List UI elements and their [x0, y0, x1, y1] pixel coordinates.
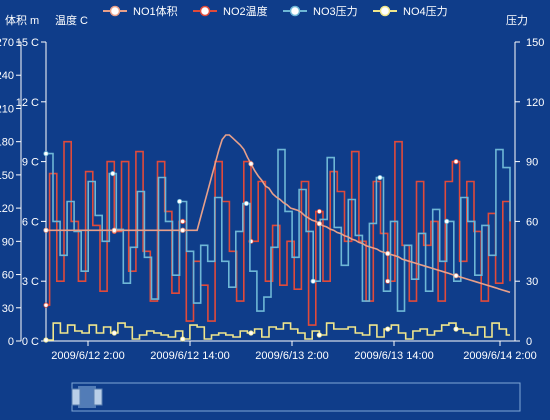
legend-swatch-marker [379, 5, 391, 17]
legend-label: NO2温度 [223, 4, 268, 18]
series-point-4 [453, 326, 459, 332]
series-point-3 [444, 218, 450, 224]
left-outer-tick-label: 150 [0, 170, 14, 182]
series-point-1 [111, 227, 117, 233]
left-outer-tick-label: 90 [2, 236, 14, 248]
series-point-4 [180, 336, 186, 342]
series-point-4 [316, 332, 322, 338]
series-point-2 [385, 278, 391, 284]
series-line-4 [46, 322, 510, 341]
left-inner-tick-label: 15 C [16, 37, 39, 49]
left-outer-tick-label: 120 [0, 203, 14, 215]
series-point-4 [43, 337, 49, 343]
left-outer-axis-title: 体积 m [5, 13, 39, 27]
x-tick-label: 2009/6/13 2:00 [255, 350, 328, 362]
left-inner-tick-label: 6 C [22, 216, 39, 228]
left-outer-tick-label: 30 [2, 303, 14, 315]
left-outer-tick-label: 210 [0, 103, 14, 115]
right-tick-label: 0 [526, 336, 532, 348]
left-inner-tick-label: 0 C [22, 336, 39, 348]
series-point-2 [180, 218, 186, 224]
legend-label: NO4压力 [403, 5, 448, 18]
series-point-4 [385, 326, 391, 332]
left-inner-tick-label: 12 C [16, 97, 39, 109]
zoom-slider-window [78, 386, 96, 408]
series-line-3 [46, 148, 511, 312]
legend-swatch-marker [199, 5, 211, 17]
x-tick-label: 2009/6/14 2:00 [463, 350, 536, 362]
series-point-1 [248, 161, 254, 167]
left-inner-axis-title: 温度 C [55, 13, 88, 27]
series-point-2 [316, 208, 322, 215]
x-tick-label: 2009/6/12 2:00 [51, 350, 124, 362]
legend-swatch-marker [109, 5, 121, 17]
series-point-3 [110, 170, 116, 177]
legend-swatch-marker [289, 5, 301, 17]
left-outer-tick-label: 180 [0, 137, 14, 149]
series-point-1 [316, 221, 322, 227]
right-tick-label: 150 [526, 37, 544, 49]
series-point-2 [453, 159, 459, 165]
right-tick-label: 120 [526, 97, 544, 109]
left-inner-tick-label: 9 C [22, 157, 39, 169]
series-layer [43, 134, 511, 343]
series-point-3 [176, 198, 183, 205]
series-point-1 [385, 250, 391, 257]
zoom-slider-left-handle [71, 388, 81, 406]
right-tick-label: 30 [526, 276, 538, 288]
legend[interactable]: NO1体积 NO2温度 NO3压力 NO4压力 [103, 4, 448, 18]
x-tick-label: 2009/6/13 14:00 [354, 350, 434, 362]
right-tick-label: 60 [526, 216, 538, 228]
series-point-1 [43, 227, 49, 233]
left-outer-tick-label: 270 [0, 37, 14, 49]
zoom-slider-track [71, 382, 521, 412]
series-point-4 [111, 330, 117, 336]
left-outer-tick-label: 60 [2, 270, 14, 282]
axes: 体积 m 温度 C 压力 0 30 60 90 120 150 180 210 240 270 0 C 3 … [0, 13, 544, 362]
series-line-1 [46, 134, 511, 294]
series-point-3 [310, 278, 316, 284]
series-point-3 [43, 151, 49, 157]
series-point-3 [243, 200, 249, 207]
legend-label: NO3压力 [313, 5, 358, 18]
left-inner-tick-label: 3 C [22, 276, 39, 288]
series-point-4 [248, 330, 254, 336]
left-outer-tick-label: 0 [8, 336, 14, 348]
right-tick-label: 90 [526, 157, 538, 169]
zoom-slider-right-handle [93, 388, 103, 406]
zoom-slider[interactable] [71, 382, 521, 412]
series-point-2 [43, 302, 49, 308]
right-axis-title: 压力 [506, 14, 528, 27]
series-point-1 [180, 227, 186, 233]
series-point-3 [377, 174, 383, 181]
legend-label: NO1体积 [133, 4, 178, 18]
x-tick-label: 2009/6/12 14:00 [150, 350, 230, 362]
series-point-1 [453, 273, 459, 279]
left-outer-tick-label: 240 [0, 70, 14, 82]
